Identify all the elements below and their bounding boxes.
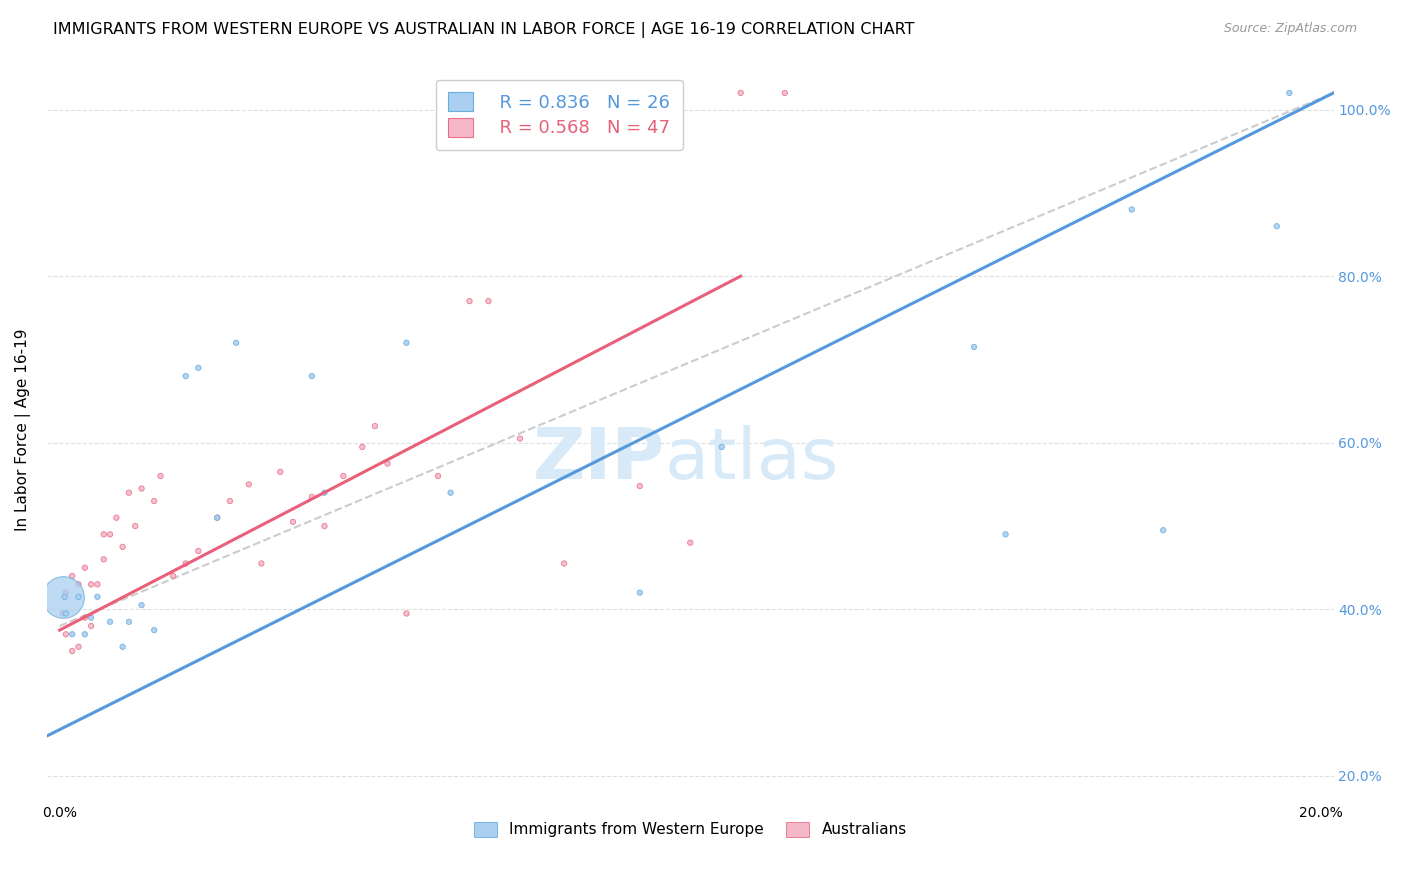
Point [238,477,260,491]
Point [55,607,77,621]
Point [55,627,77,641]
Point [67,577,90,591]
Point [131,482,153,496]
Point [143,494,166,508]
Y-axis label: In Labor Force | Age 16-19: In Labor Force | Age 16-19 [15,329,31,532]
Point [352,440,374,454]
Point [301,490,323,504]
Point [80,577,103,591]
Point [52,607,75,621]
Point [628,585,651,599]
Point [679,535,702,549]
Point [93,552,115,566]
Point [314,519,336,533]
Point [477,294,499,309]
Point [60,569,83,583]
Point [207,510,229,524]
Point [509,432,531,446]
Point [80,619,103,633]
Point [281,515,304,529]
Point [149,469,172,483]
Point [73,610,96,624]
Point [439,485,461,500]
Point [314,485,336,500]
Point [250,557,273,571]
Point [377,457,399,471]
Point [269,465,291,479]
Point [174,369,197,384]
Point [187,360,209,375]
Point [628,479,651,493]
Point [994,527,1017,541]
Point [218,494,240,508]
Text: atlas: atlas [665,425,839,494]
Point [162,569,184,583]
Point [225,335,247,350]
Point [105,510,128,524]
Point [98,615,121,629]
Point [730,86,752,100]
Point [332,469,354,483]
Point [98,527,121,541]
Point [395,335,418,350]
Point [118,615,141,629]
Text: ZIP: ZIP [533,425,665,494]
Point [427,469,450,483]
Point [395,607,418,621]
Point [80,610,103,624]
Point [143,623,166,637]
Point [86,577,108,591]
Point [131,598,153,612]
Text: Source: ZipAtlas.com: Source: ZipAtlas.com [1223,22,1357,36]
Point [86,590,108,604]
Point [1265,219,1288,234]
Point [60,644,83,658]
Point [963,340,986,354]
Legend: Immigrants from Western Europe, Australians: Immigrants from Western Europe, Australi… [465,814,914,845]
Point [73,560,96,574]
Point [773,86,796,100]
Point [67,640,90,654]
Point [73,627,96,641]
Point [124,519,146,533]
Point [111,540,134,554]
Point [55,585,77,599]
Point [710,440,733,454]
Point [67,590,90,604]
Point [553,557,575,571]
Point [52,590,75,604]
Point [458,294,481,309]
Point [207,510,229,524]
Point [53,590,76,604]
Point [1278,86,1301,100]
Point [187,544,209,558]
Point [174,557,197,571]
Point [93,527,115,541]
Point [364,419,387,434]
Point [1121,202,1143,217]
Point [1152,523,1174,537]
Point [118,485,141,500]
Point [111,640,134,654]
Text: IMMIGRANTS FROM WESTERN EUROPE VS AUSTRALIAN IN LABOR FORCE | AGE 16-19 CORRELAT: IMMIGRANTS FROM WESTERN EUROPE VS AUSTRA… [53,22,915,38]
Point [301,369,323,384]
Point [60,627,83,641]
